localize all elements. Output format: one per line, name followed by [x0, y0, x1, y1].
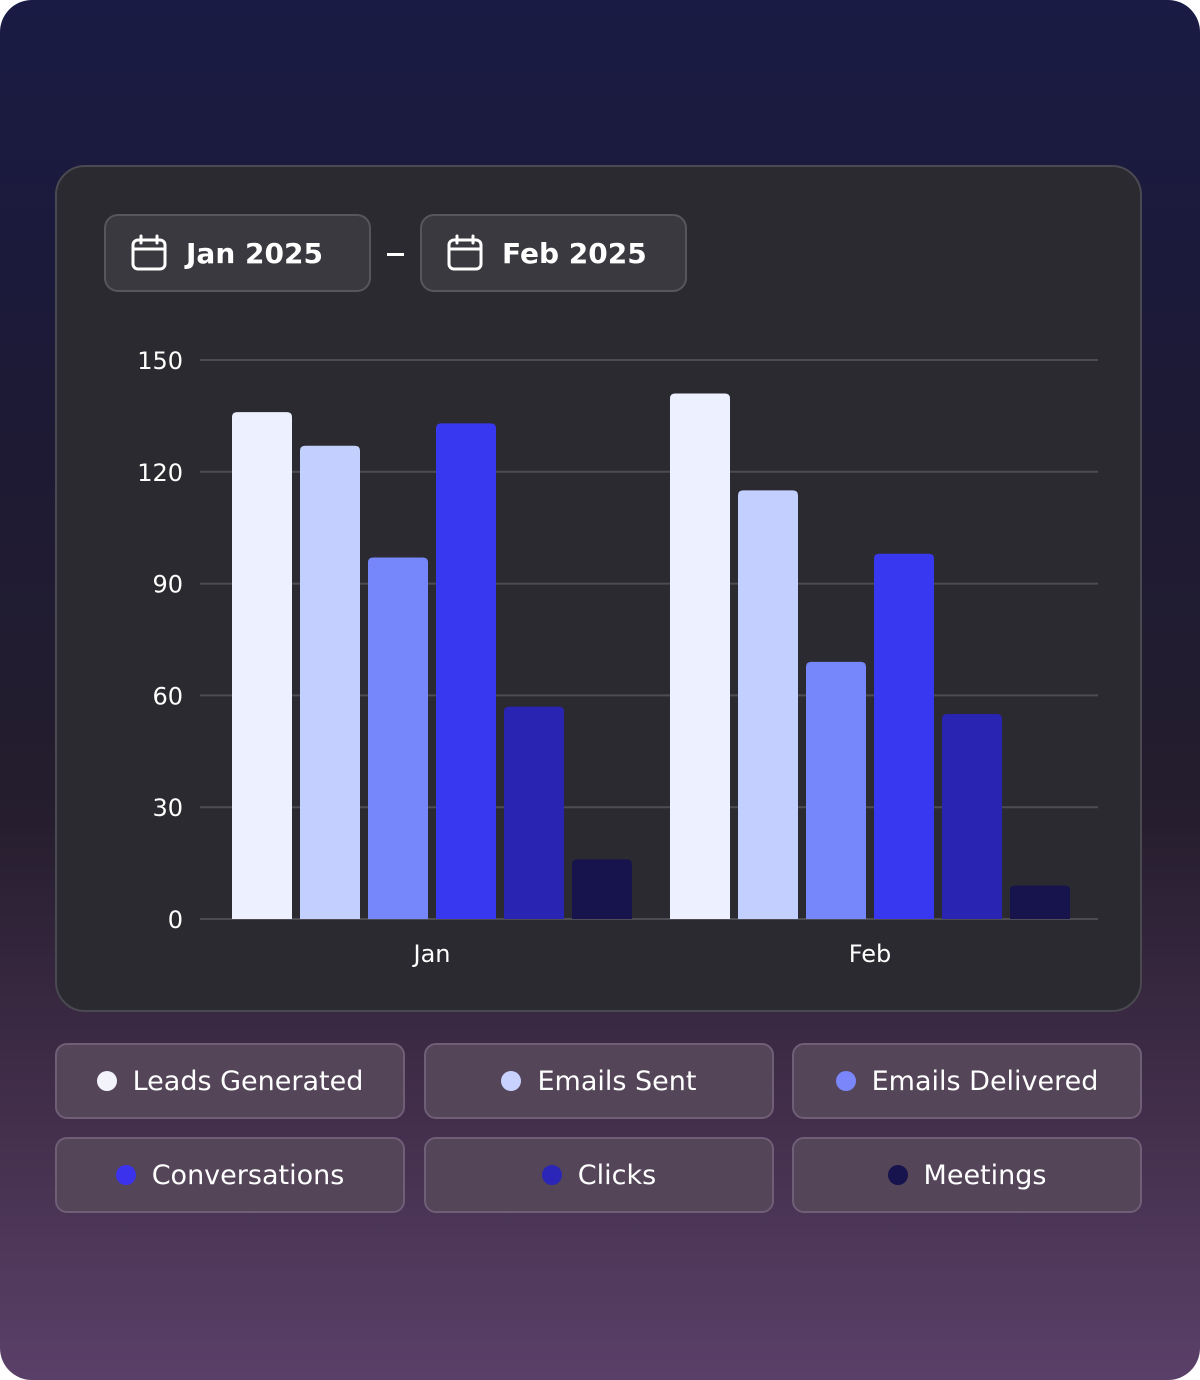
legend-label: Meetings — [923, 1159, 1047, 1191]
start-date-button[interactable]: Jan 2025 — [104, 214, 371, 292]
legend-button-leads-generated[interactable]: Leads Generated — [55, 1043, 405, 1119]
legend-label: Conversations — [151, 1159, 345, 1191]
chart-card: Jan 2025 Feb 2025 0 30 60 90 120 150 Jan Feb — [55, 165, 1142, 1012]
bar-emails-delivered — [806, 661, 866, 919]
calendar-icon — [130, 234, 168, 272]
x-tick-label: Feb — [849, 940, 892, 968]
bar-emails-delivered — [368, 557, 428, 919]
end-date-label: Feb 2025 — [502, 236, 647, 270]
y-tick-label: 120 — [137, 459, 183, 487]
y-tick-label: 90 — [152, 571, 183, 599]
date-range-separator — [387, 253, 404, 256]
y-tick-label: 150 — [137, 347, 183, 375]
legend-label: Emails Sent — [537, 1065, 697, 1097]
bar-chart: 0 30 60 90 120 150 Jan Feb — [137, 347, 1098, 968]
legend-button-clicks[interactable]: Clicks — [424, 1137, 774, 1213]
bar-conversations — [874, 553, 934, 919]
legend-button-emails-sent[interactable]: Emails Sent — [424, 1043, 774, 1119]
bar-meetings — [572, 859, 632, 919]
legend-label: Clicks — [577, 1159, 657, 1191]
legend-dot-icon — [115, 1165, 136, 1185]
y-tick-label: 30 — [152, 794, 183, 822]
legend-dot-icon — [96, 1071, 117, 1091]
bar-emails-sent — [300, 445, 360, 919]
bar-clicks — [504, 706, 564, 919]
calendar-icon — [446, 234, 484, 272]
legend-label: Emails Delivered — [871, 1065, 1099, 1097]
y-tick-label: 0 — [168, 906, 183, 934]
bar-clicks — [942, 714, 1002, 919]
legend-button-conversations[interactable]: Conversations — [55, 1137, 405, 1213]
bar-leads-generated — [232, 412, 292, 919]
legend-button-meetings[interactable]: Meetings — [792, 1137, 1142, 1213]
legend-dot-icon — [501, 1071, 522, 1091]
y-tick-label: 60 — [152, 682, 183, 710]
legend-dot-icon — [835, 1071, 856, 1091]
bar-conversations — [436, 423, 496, 919]
bar-leads-generated — [670, 393, 730, 919]
start-date-label: Jan 2025 — [186, 236, 323, 270]
end-date-button[interactable]: Feb 2025 — [420, 214, 687, 292]
legend-button-emails-delivered[interactable]: Emails Delivered — [792, 1043, 1142, 1119]
bar-meetings — [1010, 885, 1070, 919]
legend-dot-icon — [541, 1165, 562, 1185]
x-tick-label: Jan — [412, 940, 451, 968]
bar-emails-sent — [738, 490, 798, 919]
legend-label: Leads Generated — [132, 1065, 364, 1097]
legend-dot-icon — [887, 1165, 908, 1185]
